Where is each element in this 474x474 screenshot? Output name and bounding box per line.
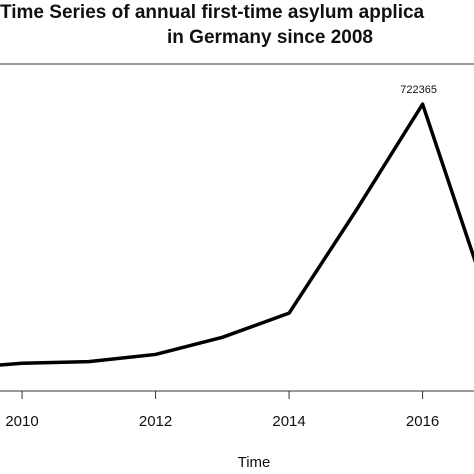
chart-title: Time Series of annual first-time asylum … [0, 2, 425, 23]
data-line [0, 102, 474, 367]
x-tick-label: 2012 [139, 413, 172, 430]
chart-subtitle: in Germany since 2008 [167, 27, 373, 48]
x-tick-label: 2014 [272, 413, 305, 430]
data-label: 722365 [400, 84, 437, 96]
x-tick-label: 2010 [5, 413, 38, 430]
plot-area [0, 102, 474, 367]
x-axis-title: Time [238, 454, 271, 471]
x-tick-label: 2016 [406, 413, 439, 430]
